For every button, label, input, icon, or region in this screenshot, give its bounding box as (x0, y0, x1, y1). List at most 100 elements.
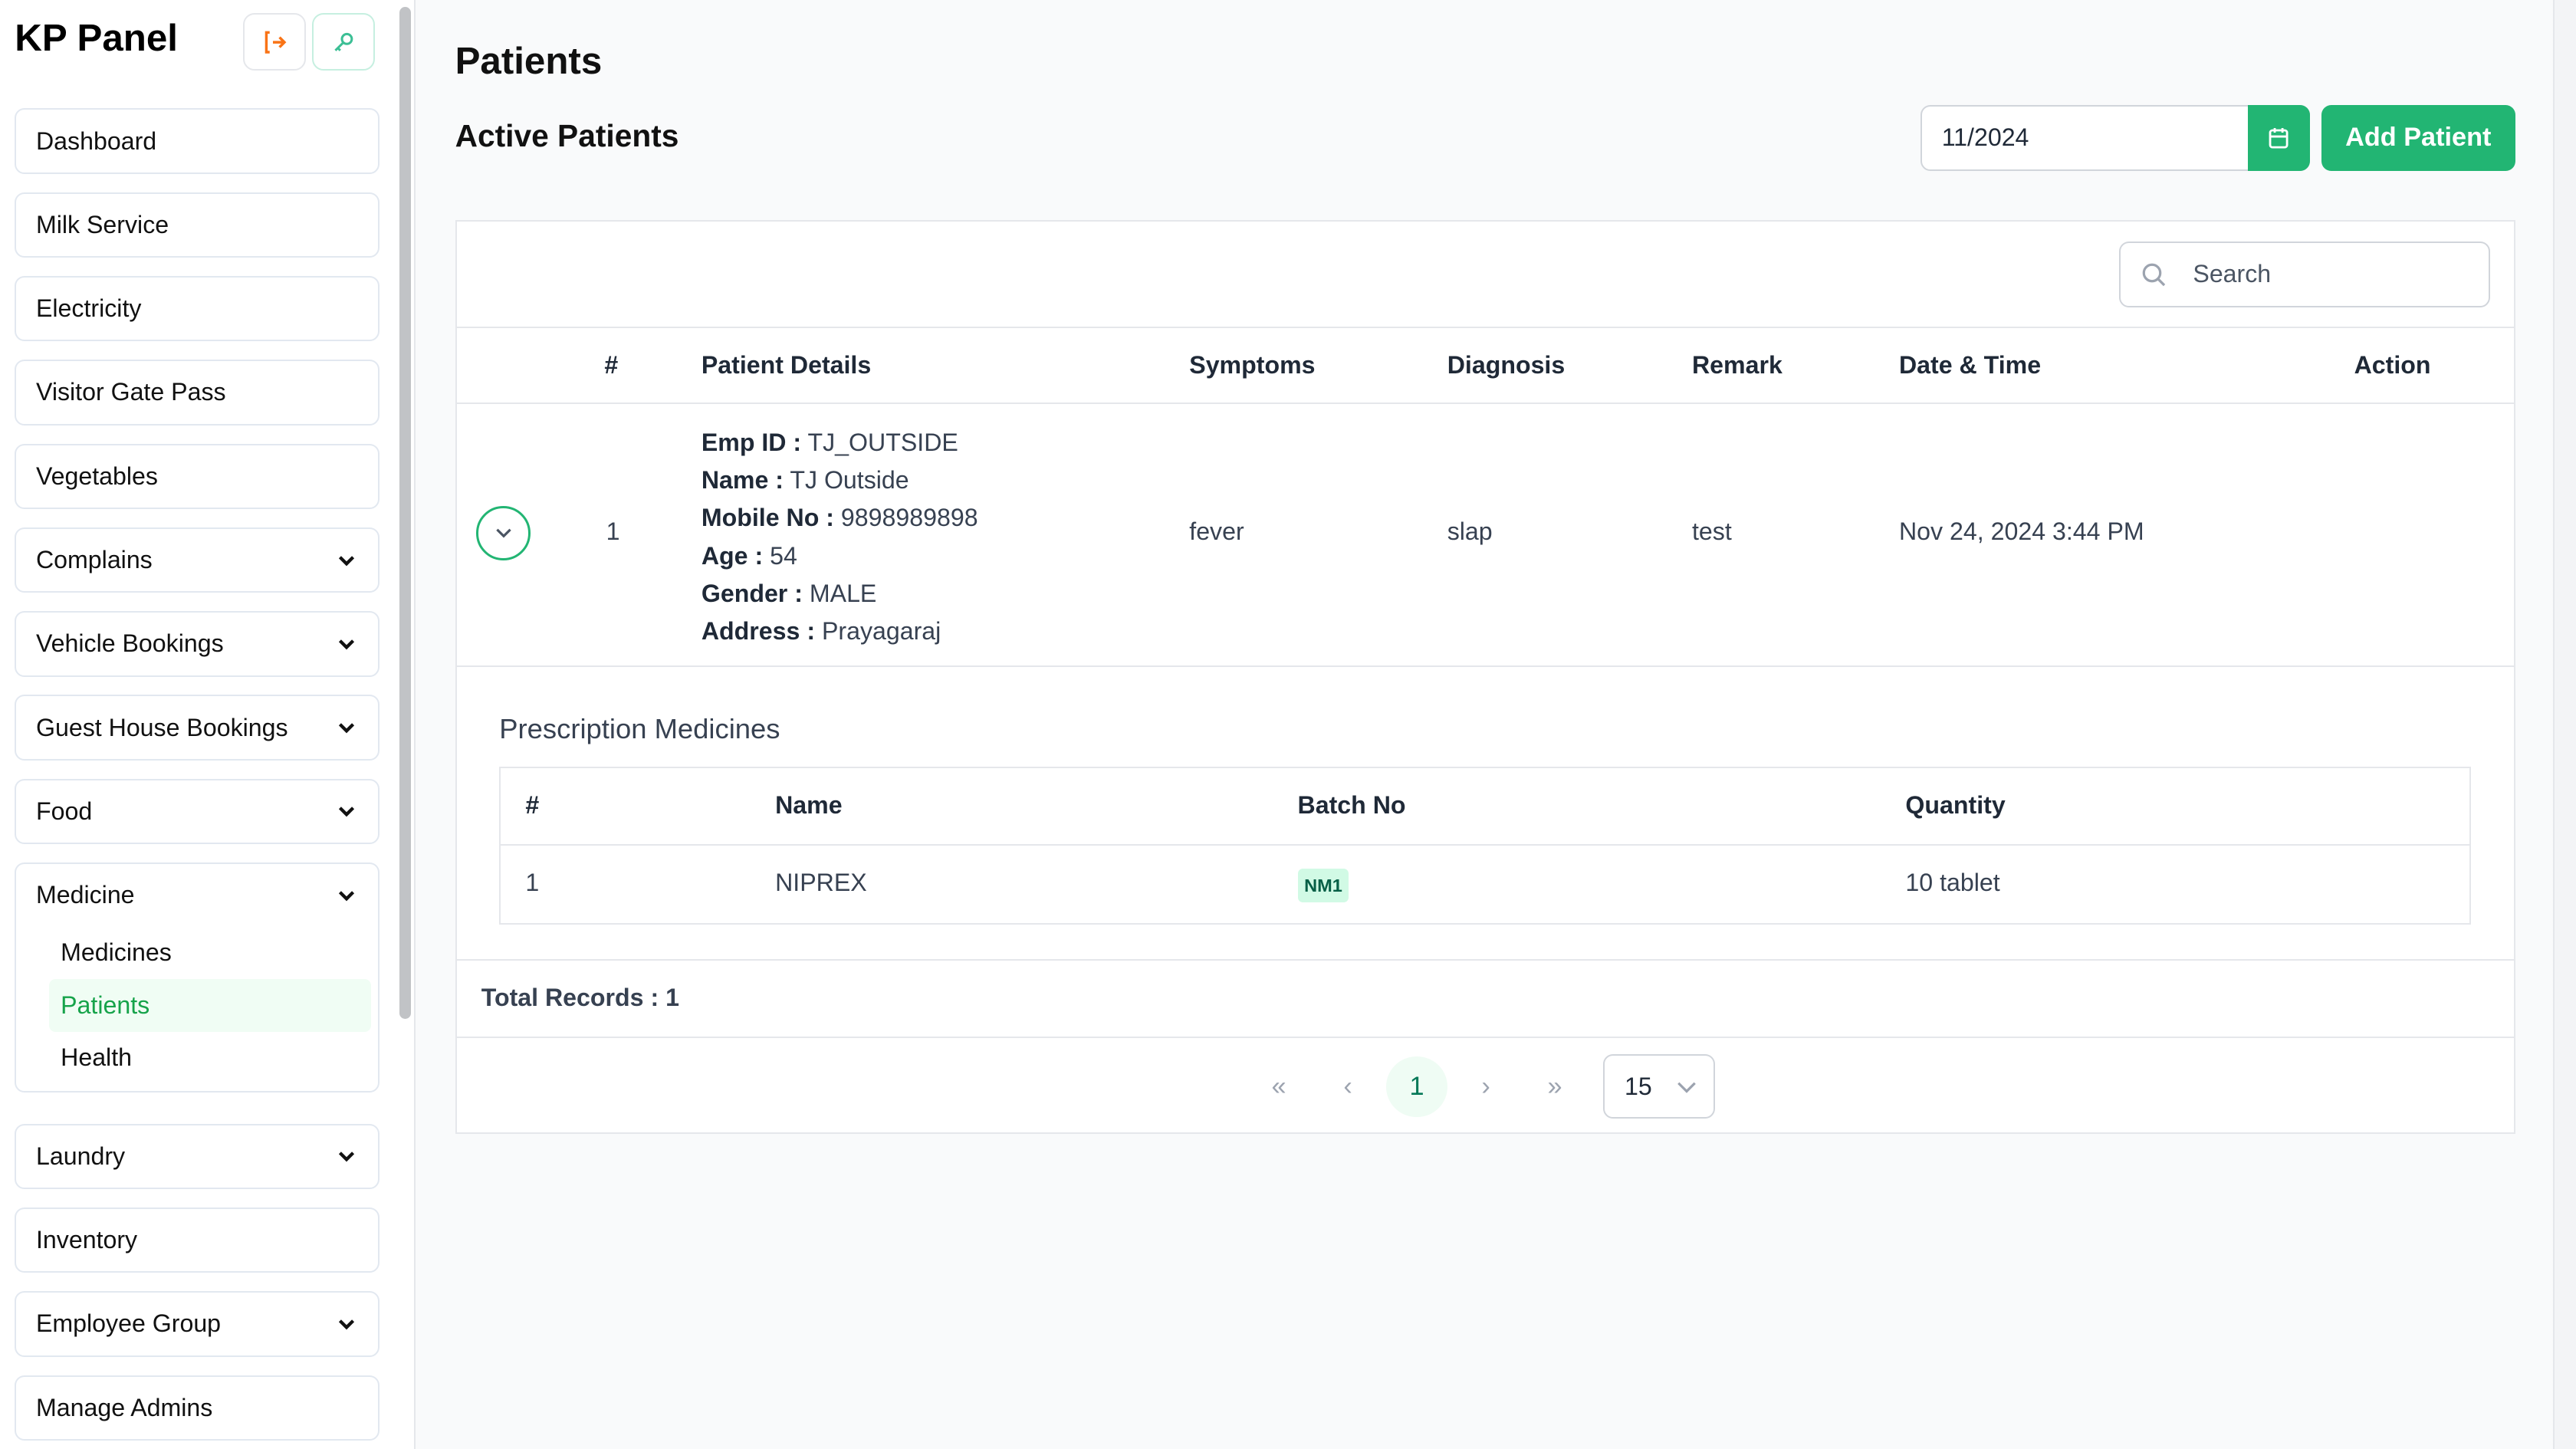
sidebar-item-visitor-gate-pass[interactable]: Visitor Gate Pass (15, 360, 380, 426)
prescription-row: 1 NIPREX NM1 10 tablet (501, 846, 2469, 925)
sidebar-item-row[interactable]: Laundry (16, 1125, 378, 1188)
sidebar-item-inventory[interactable]: Inventory (15, 1208, 380, 1273)
sidebar-item-label: Food (35, 797, 93, 825)
sidebar-item-row[interactable]: Food (16, 780, 378, 843)
sidebar-item-dashboard[interactable]: Dashboard (15, 108, 380, 174)
sidebar-item-row[interactable]: Complains (16, 529, 378, 591)
sidebar-scrollbar[interactable] (399, 6, 411, 1019)
sidebar-subitem-label: Patients (61, 991, 150, 1019)
column-header: Quantity (1905, 791, 2006, 820)
sidebar-item-label: Laundry (35, 1142, 126, 1170)
sidebar-subitem-label: Medicines (61, 938, 172, 967)
medicine-name: NIPREX (775, 869, 867, 897)
sidebar-item-employee-group[interactable]: Employee Group (15, 1291, 380, 1357)
prev-page-button[interactable]: ‹ (1343, 1071, 1352, 1101)
sidebar-item-row[interactable]: Guest House Bookings (16, 696, 378, 758)
detail-value: 9898989898 (840, 504, 978, 532)
sidebar-item-medicine[interactable]: Medicine Medicines Patients Health (15, 863, 380, 1092)
datetime-cell: Nov 24, 2024 3:44 PM (1898, 517, 2144, 545)
next-page-button[interactable]: › (1481, 1071, 1490, 1101)
sidebar-item-row[interactable]: Employee Group (16, 1293, 378, 1355)
sidebar-item-electricity[interactable]: Electricity (15, 276, 380, 342)
month-input[interactable]: 11/2024 (1941, 123, 2029, 152)
sidebar-subitem-medicines[interactable]: Medicines (49, 926, 371, 979)
sidebar-item-label: Electricity (35, 294, 142, 323)
sidebar-item-laundry[interactable]: Laundry (15, 1123, 380, 1190)
diagnosis-cell: slap (1447, 517, 1493, 545)
change-password-button[interactable] (312, 13, 375, 71)
chevron-down-icon (339, 639, 355, 650)
sidebar-item-guest-house-bookings[interactable]: Guest House Bookings (15, 695, 380, 761)
sidebar-subitem-health[interactable]: Health (49, 1032, 371, 1085)
sidebar-item-vegetables[interactable]: Vegetables (15, 443, 380, 509)
sidebar-item-row[interactable]: Manage Admins (16, 1377, 378, 1439)
detail-label: Mobile No : (701, 504, 834, 532)
prescription-panel: Prescription Medicines # Name Batch No Q… (456, 665, 2514, 961)
sidebar-item-row[interactable]: Vehicle Bookings (16, 613, 378, 675)
search-input[interactable]: Search (2119, 241, 2491, 307)
sidebar-item-row[interactable]: Medicine (16, 864, 378, 926)
detail-value: 54 (770, 541, 797, 570)
sidebar-item-label: Manage Admins (35, 1393, 213, 1421)
detail-line: Address : Prayagaraj (702, 613, 978, 650)
sidebar-item-label: Guest House Bookings (35, 713, 288, 741)
key-icon (334, 32, 353, 51)
chevron-down-icon (339, 555, 355, 566)
sidebar-item-row[interactable]: Inventory (16, 1209, 378, 1271)
calendar-icon (2269, 127, 2288, 149)
patients-table-card: Search # Patient Details Symptoms Diagno… (455, 220, 2515, 1134)
sidebar-item-row[interactable]: Vegetables (16, 445, 378, 508)
month-picker[interactable]: 11/2024 (1920, 105, 2310, 171)
sidebar-item-label: Milk Service (35, 210, 169, 238)
column-header: Remark (1691, 351, 1783, 380)
detail-label: Gender : (701, 579, 803, 607)
detail-value: TJ_OUTSIDE (807, 428, 958, 456)
sidebar: KP Panel Dashboard Milk Service Electricit… (0, 0, 416, 1449)
chevron-down-icon (339, 890, 355, 902)
column-header: Action (2354, 351, 2431, 380)
column-header: Symptoms (1189, 351, 1316, 380)
first-page-button[interactable]: « (1271, 1071, 1286, 1101)
detail-value: TJ Outside (790, 465, 909, 494)
detail-label: Age : (701, 541, 764, 570)
sidebar-item-row[interactable]: Dashboard (16, 110, 378, 172)
prescription-title: Prescription Medicines (499, 712, 780, 744)
app-title: KP Panel (15, 17, 178, 60)
page-1-button[interactable]: 1 (1386, 1056, 1447, 1117)
page-subtitle: Active Patients (455, 118, 679, 154)
column-header: # (525, 791, 540, 820)
sidebar-item-row[interactable]: Visitor Gate Pass (16, 361, 378, 423)
chevron-down-icon (339, 807, 355, 817)
logout-icon (264, 31, 287, 54)
logout-button[interactable] (243, 13, 306, 71)
per-page-select[interactable]: 15 (1603, 1054, 1715, 1119)
sidebar-item-label: Vehicle Bookings (35, 629, 224, 658)
sidebar-item-row[interactable]: Electricity (16, 278, 378, 340)
add-patient-button[interactable]: Add Patient (2321, 105, 2515, 171)
chevron-down-icon (339, 1152, 355, 1162)
sidebar-item-food[interactable]: Food (15, 778, 380, 845)
search-placeholder: Search (2193, 260, 2272, 288)
detail-value: MALE (809, 579, 877, 607)
sidebar-item-manage-admins[interactable]: Manage Admins (15, 1375, 380, 1441)
detail-label: Name : (701, 465, 784, 494)
sidebar-item-vehicle-bookings[interactable]: Vehicle Bookings (15, 611, 380, 677)
sidebar-item-milk-service[interactable]: Milk Service (15, 192, 380, 258)
patient-details: Emp ID : TJ_OUTSIDE Name : TJ Outside Mobi… (702, 424, 978, 651)
detail-line: Gender : MALE (702, 575, 978, 613)
sidebar-subitem-label: Health (61, 1043, 132, 1072)
page-scrollbar[interactable] (2553, 0, 2576, 1449)
calendar-button[interactable] (2247, 105, 2310, 171)
column-header: # (604, 351, 619, 380)
chevron-down-icon (1677, 1082, 1696, 1093)
sidebar-item-row[interactable]: Milk Service (16, 194, 378, 256)
last-page-button[interactable]: » (1547, 1071, 1562, 1101)
column-header: Diagnosis (1447, 351, 1566, 380)
remark-cell: test (1691, 517, 1732, 545)
search-icon (2142, 263, 2166, 286)
expand-row-button[interactable] (476, 505, 531, 560)
sidebar-item-complains[interactable]: Complains (15, 527, 380, 593)
detail-line: Mobile No : 9898989898 (702, 499, 978, 537)
table-header: # Patient Details Symptoms Diagnosis Rem… (456, 327, 2514, 404)
sidebar-subitem-patients[interactable]: Patients (49, 978, 372, 1032)
